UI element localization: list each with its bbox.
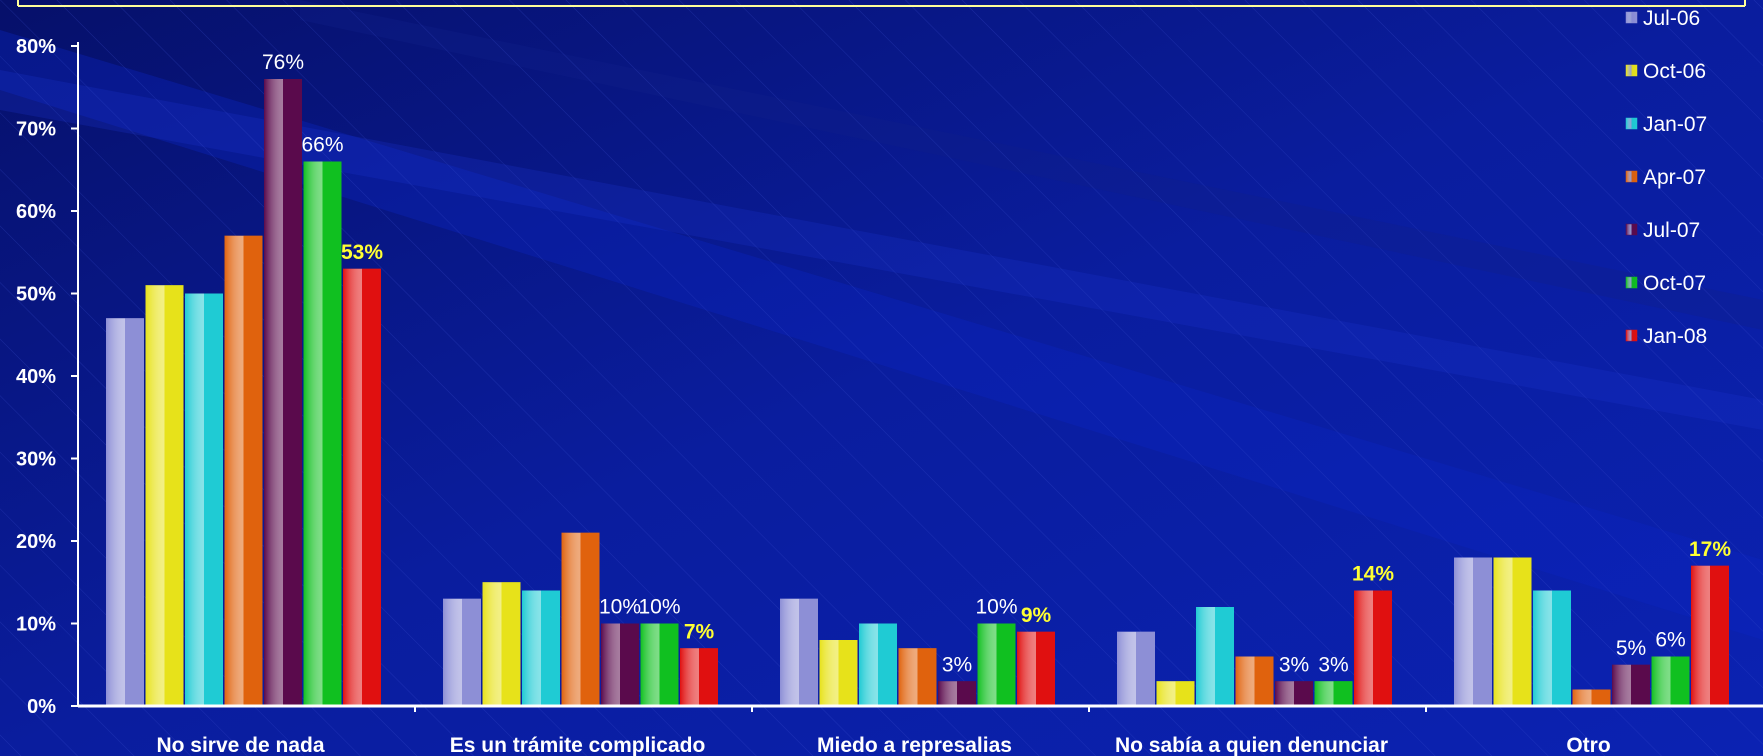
data-label-miedo-a-represalias-jan-08: 9% <box>1021 604 1052 627</box>
legend-label-jul-06: Jul-06 <box>1643 7 1700 30</box>
data-label-no-sabia-a-quien-denunciar-jul-07: 3% <box>1279 653 1309 676</box>
bar-shine-no-sirve-de-nada-jan-08 <box>343 268 381 706</box>
bar-shine-es-un-tramite-complicado-jan-07 <box>522 590 560 706</box>
data-label-otro-jul-07: 5% <box>1616 637 1646 660</box>
bar-shine-miedo-a-represalias-oct-07 <box>977 623 1016 706</box>
legend-swatch-jan-08 <box>1625 329 1638 342</box>
data-label-no-sirve-de-nada-jul-07: 76% <box>262 51 304 74</box>
data-label-no-sirve-de-nada-jan-08: 53% <box>341 241 383 264</box>
x-category-label-miedo-a-represalias: Miedo a represalias <box>817 734 1012 756</box>
data-label-es-un-tramite-complicado-oct-07: 10% <box>638 596 680 619</box>
bar-shine-miedo-a-represalias-jul-06 <box>780 598 818 706</box>
bar-shine-es-un-tramite-complicado-jan-08 <box>680 648 718 706</box>
y-tick-label: 80% <box>16 36 56 58</box>
legend-swatch-apr-07 <box>1625 170 1638 183</box>
y-tick-label: 20% <box>16 531 56 553</box>
bar-shine-miedo-a-represalias-jan-08 <box>1017 631 1055 706</box>
bar-shine-otro-oct-06 <box>1493 557 1532 706</box>
bar-shine-otro-jul-06 <box>1454 557 1492 706</box>
data-label-no-sabia-a-quien-denunciar-jan-08: 14% <box>1352 563 1394 586</box>
bar-shine-otro-jul-07 <box>1612 664 1650 706</box>
bar-shine-es-un-tramite-complicado-oct-07 <box>640 623 679 706</box>
legend-label-apr-07: Apr-07 <box>1643 166 1706 189</box>
y-tick-label: 30% <box>16 449 56 471</box>
bar-shine-no-sirve-de-nada-oct-07 <box>303 161 342 706</box>
legend: Jul-06 Oct-06 Jan-07 Apr-07 Jul-07 Oct-07 Jan-… <box>1625 7 1707 348</box>
data-label-miedo-a-represalias-oct-07: 10% <box>975 596 1017 619</box>
legend-label-jan-07: Jan-07 <box>1643 113 1707 136</box>
data-label-es-un-tramite-complicado-jul-07: 10% <box>599 596 641 619</box>
y-tick-label: 50% <box>16 284 56 306</box>
bar-shine-no-sabia-a-quien-denunciar-jul-06 <box>1117 631 1155 706</box>
bar-shine-no-sirve-de-nada-jan-07 <box>185 293 223 706</box>
bar-shine-es-un-tramite-complicado-apr-07 <box>561 532 600 706</box>
bar-shine-no-sabia-a-quien-denunciar-oct-06 <box>1156 681 1195 706</box>
y-tick-label: 10% <box>16 614 56 636</box>
bar-shine-miedo-a-represalias-jan-07 <box>859 623 897 706</box>
data-label-no-sirve-de-nada-oct-07: 66% <box>301 134 343 157</box>
bar-shine-miedo-a-represalias-oct-06 <box>819 640 858 706</box>
axes-layer: 0% 10% 20% 30% 40% 50% 60% 70% 80% No sirve de na… <box>16 36 1763 756</box>
bar-shine-es-un-tramite-complicado-jul-07 <box>601 623 639 706</box>
legend-label-oct-06: Oct-06 <box>1643 60 1706 83</box>
bars-layer <box>106 79 1729 706</box>
y-tick-label: 60% <box>16 201 56 223</box>
bar-shine-otro-apr-07 <box>1572 689 1611 706</box>
bar-shine-es-un-tramite-complicado-oct-06 <box>482 582 521 706</box>
data-label-otro-jan-08: 17% <box>1689 538 1731 561</box>
data-label-es-un-tramite-complicado-jan-08: 7% <box>684 620 715 643</box>
bar-shine-no-sirve-de-nada-jul-07 <box>264 79 302 706</box>
bar-shine-no-sabia-a-quien-denunciar-jan-08 <box>1354 590 1392 706</box>
legend-swatch-oct-07 <box>1625 276 1638 289</box>
bar-shine-otro-oct-07 <box>1651 656 1690 706</box>
legend-label-jul-07: Jul-07 <box>1643 219 1700 242</box>
bar-shine-miedo-a-represalias-apr-07 <box>898 648 937 706</box>
bar-shine-no-sabia-a-quien-denunciar-jul-07 <box>1275 681 1313 706</box>
y-tick-label: 40% <box>16 366 56 388</box>
y-tick-label: 70% <box>16 119 56 141</box>
legend-swatch-jul-07 <box>1625 223 1638 236</box>
bar-shine-otro-jan-07 <box>1533 590 1571 706</box>
bar-shine-es-un-tramite-complicado-jul-06 <box>443 598 481 706</box>
bar-shine-no-sabia-a-quien-denunciar-apr-07 <box>1235 656 1274 706</box>
bar-shine-no-sirve-de-nada-jul-06 <box>106 318 144 706</box>
legend-label-jan-08: Jan-08 <box>1643 325 1707 348</box>
x-category-label-no-sabia-a-quien-denunciar: No sabía a quien denunciar <box>1115 734 1388 756</box>
data-label-otro-oct-07: 6% <box>1655 629 1685 652</box>
data-label-no-sabia-a-quien-denunciar-oct-07: 3% <box>1318 653 1348 676</box>
x-category-label-es-un-tramite-complicado: Es un trámite complicado <box>450 734 706 756</box>
bar-shine-otro-jan-08 <box>1691 565 1729 706</box>
x-category-label-no-sirve-de-nada: No sirve de nada <box>156 734 324 756</box>
bar-shine-miedo-a-represalias-jul-07 <box>938 681 976 706</box>
x-category-label-otro: Otro <box>1566 734 1610 756</box>
legend-label-oct-07: Oct-07 <box>1643 272 1706 295</box>
bar-shine-no-sirve-de-nada-oct-06 <box>145 285 184 706</box>
legend-swatch-oct-06 <box>1625 64 1638 77</box>
data-labels-layer: 76%66%53%10%10%7%3%10% 9%3% 3%14%5% 6%17% <box>262 51 1731 676</box>
bar-shine-no-sabia-a-quien-denunciar-oct-07 <box>1314 681 1353 706</box>
bar-shine-no-sabia-a-quien-denunciar-jan-07 <box>1196 607 1234 706</box>
y-tick-label: 0% <box>27 696 56 718</box>
legend-swatch-jul-06 <box>1625 11 1638 24</box>
data-label-miedo-a-represalias-jul-07: 3% <box>942 653 972 676</box>
legend-swatch-jan-07 <box>1625 117 1638 130</box>
bar-shine-no-sirve-de-nada-apr-07 <box>224 235 263 706</box>
